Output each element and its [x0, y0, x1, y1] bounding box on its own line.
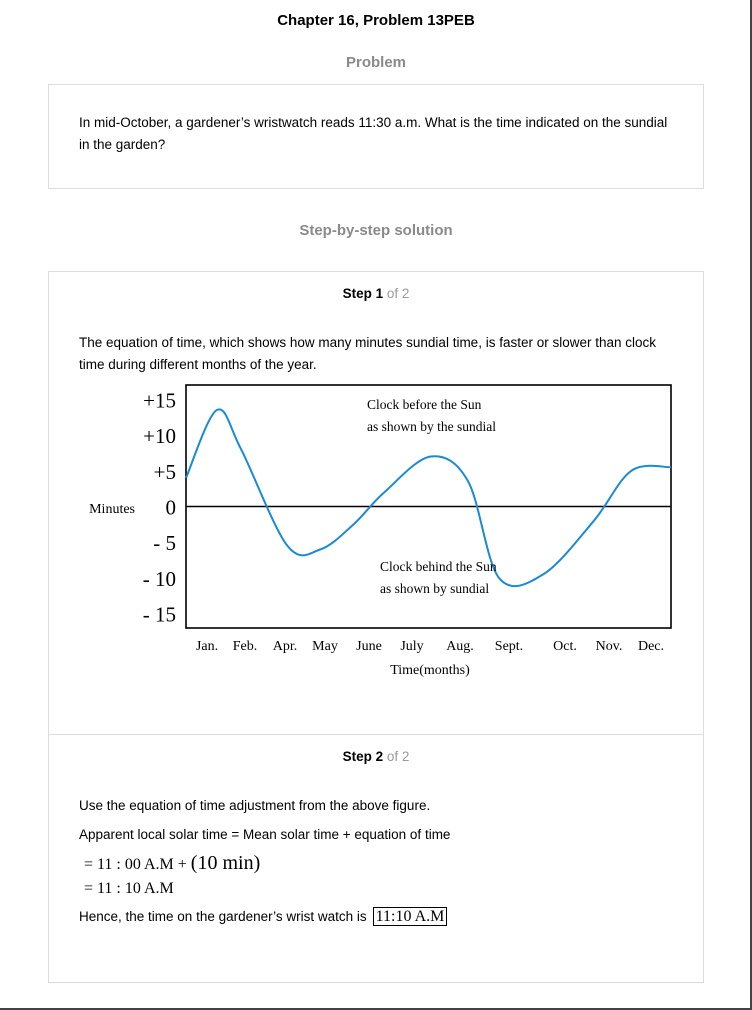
x-tick-label: June	[356, 639, 382, 654]
problem-heading: Problem	[345, 54, 406, 71]
equation-line1-lhs: = 11 : 00 A.M +	[84, 856, 191, 873]
equation-of-time-chart: +15 +10 +5 0 - 5 - 10 - 15 Jan. Feb. Apr. May June…	[89, 384, 672, 678]
y-tick-label: +15	[143, 388, 176, 412]
conclusion: Hence, the time on the gardener’s wrist …	[79, 906, 699, 928]
step1-text: The equation of time, which shows how ma…	[79, 335, 657, 372]
x-axis-label: Time(months)	[390, 663, 470, 678]
step1-label: Step 1 of 2	[0, 286, 752, 301]
solution-box	[48, 271, 704, 983]
equation-line2: = 11 : 10 A.M	[84, 880, 174, 897]
step2-number: Step 2	[342, 749, 384, 764]
y-tick-label: - 10	[143, 567, 176, 591]
annotation-bottom-line1: Clock behind the Sun	[380, 559, 497, 574]
answer-box: 11:10 A.M	[372, 907, 448, 926]
x-tick-label: Feb.	[233, 639, 258, 654]
step-divider	[48, 734, 704, 735]
y-tick-label: 0	[166, 496, 177, 520]
x-tick-label: Aug.	[446, 639, 474, 654]
x-tick-label: Oct.	[553, 639, 577, 654]
annotation-top-line2: as shown by the sundial	[367, 419, 496, 434]
x-tick-label: Dec.	[638, 639, 664, 654]
annotation-bottom-line2: as shown by sundial	[380, 581, 489, 596]
series-line	[185, 408, 672, 588]
conclusion-text: Hence, the time on the gardener’s wrist …	[79, 909, 367, 924]
problem-text: In mid-October, a gardener’s wristwatch …	[79, 115, 668, 152]
x-tick-label: Apr.	[273, 639, 298, 654]
solution-heading: Step-by-step solution	[299, 222, 453, 239]
x-tick-label: Sept.	[495, 639, 523, 654]
equation-line1-paren: (10 min)	[190, 852, 261, 874]
equation-line1: = 11 : 00 A.M + (10 min)	[84, 852, 260, 875]
x-tick-label: July	[400, 639, 423, 654]
y-tick-label: - 5	[153, 531, 176, 555]
y-tick-label: +5	[154, 460, 176, 484]
y-axis-label: Minutes	[89, 502, 135, 517]
problem-box	[48, 84, 704, 189]
step2-line2: Apparent local solar time = Mean solar t…	[79, 827, 451, 842]
annotation-top-line1: Clock before the Sun	[367, 397, 482, 412]
step1-number: Step 1	[342, 286, 384, 301]
x-tick-label: May	[312, 639, 338, 654]
x-tick-label: Jan.	[196, 639, 218, 654]
y-tick-label: +10	[143, 424, 176, 448]
x-tick-label: Nov.	[596, 639, 623, 654]
step2-label: Step 2 of 2	[0, 749, 752, 764]
step1-of: of 2	[386, 286, 410, 301]
y-tick-label: - 15	[143, 603, 176, 627]
step2-line1: Use the equation of time adjustment from…	[79, 798, 431, 813]
step2-of: of 2	[386, 749, 410, 764]
page-title: Chapter 16, Problem 13PEB	[277, 12, 475, 29]
